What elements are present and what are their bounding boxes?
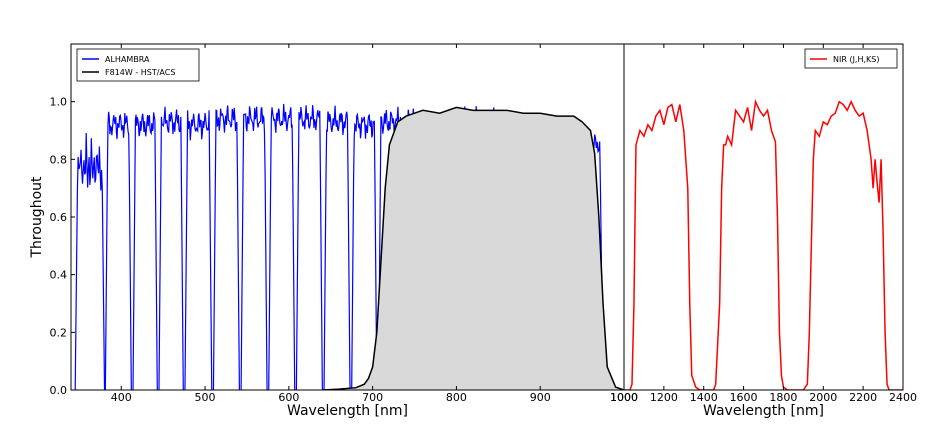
series-nir-line	[624, 99, 903, 390]
x-tick-label: 900	[530, 391, 551, 404]
series-alhambra-band	[323, 105, 351, 390]
legend-label: NIR (J,H,KS)	[833, 55, 879, 64]
x-tick-label: 600	[278, 391, 299, 404]
series-alhambra-band	[158, 106, 184, 390]
x-axis-label: Wavelength [nm]	[287, 403, 408, 419]
series-alhambra-band	[184, 110, 213, 390]
x-tick-label: 500	[195, 391, 216, 404]
plot-area	[624, 99, 903, 390]
legend-label: F814W - HST/ACS	[105, 68, 175, 77]
x-tick-label: 1400	[690, 391, 718, 404]
plot-area	[74, 103, 624, 390]
y-axis-label: Throughout	[29, 176, 45, 259]
legend-label: ALHAMBRA	[105, 55, 150, 64]
x-tick-label: 1600	[730, 391, 758, 404]
x-axis-label: Wavelength [nm]	[703, 403, 824, 419]
legend-box	[76, 48, 200, 82]
y-tick-label: 0.6	[50, 211, 68, 224]
x-tick-label: 1000	[610, 391, 638, 404]
y-tick-label: 0.4	[50, 269, 68, 282]
x-tick-label: 800	[446, 391, 467, 404]
series-alhambra-band	[74, 132, 106, 390]
x-tick-label: 400	[111, 391, 132, 404]
series-f814w-line	[322, 106, 624, 390]
y-tick-label: 0.8	[50, 153, 68, 166]
legend-box	[804, 48, 898, 69]
x-tick-label: 1800	[769, 391, 797, 404]
x-tick-label: 2000	[809, 391, 837, 404]
x-tick-label: 1200	[650, 391, 678, 404]
y-tick-label: 0.0	[50, 384, 68, 397]
panel-optical: 400 500 600 700 800 900 1000 0.0 0.2 0.4 0.6 0.8 1.0…	[29, 43, 638, 419]
x-tick-label: 2200	[849, 391, 877, 404]
x-tick-label: 2400	[889, 391, 917, 404]
series-alhambra-band	[240, 106, 268, 390]
panel-nir: 1000 1200 1400 1600 1800 2000 2200 2400 Waveleng…	[610, 43, 917, 419]
y-tick-label: 0.2	[50, 326, 68, 339]
series-alhambra-band	[132, 112, 158, 390]
series-alhambra-band	[295, 105, 323, 390]
y-tick-label: 1.0	[50, 96, 68, 109]
series-alhambra-band	[104, 111, 132, 390]
series-alhambra-band	[351, 112, 378, 390]
series-f814w-fill	[322, 107, 624, 390]
x-tick-label: 1000	[610, 391, 638, 404]
plot-frame	[623, 43, 904, 391]
series-alhambra-band	[268, 103, 296, 390]
series-alhambra-band	[212, 105, 241, 390]
x-tick-label: 700	[362, 391, 383, 404]
